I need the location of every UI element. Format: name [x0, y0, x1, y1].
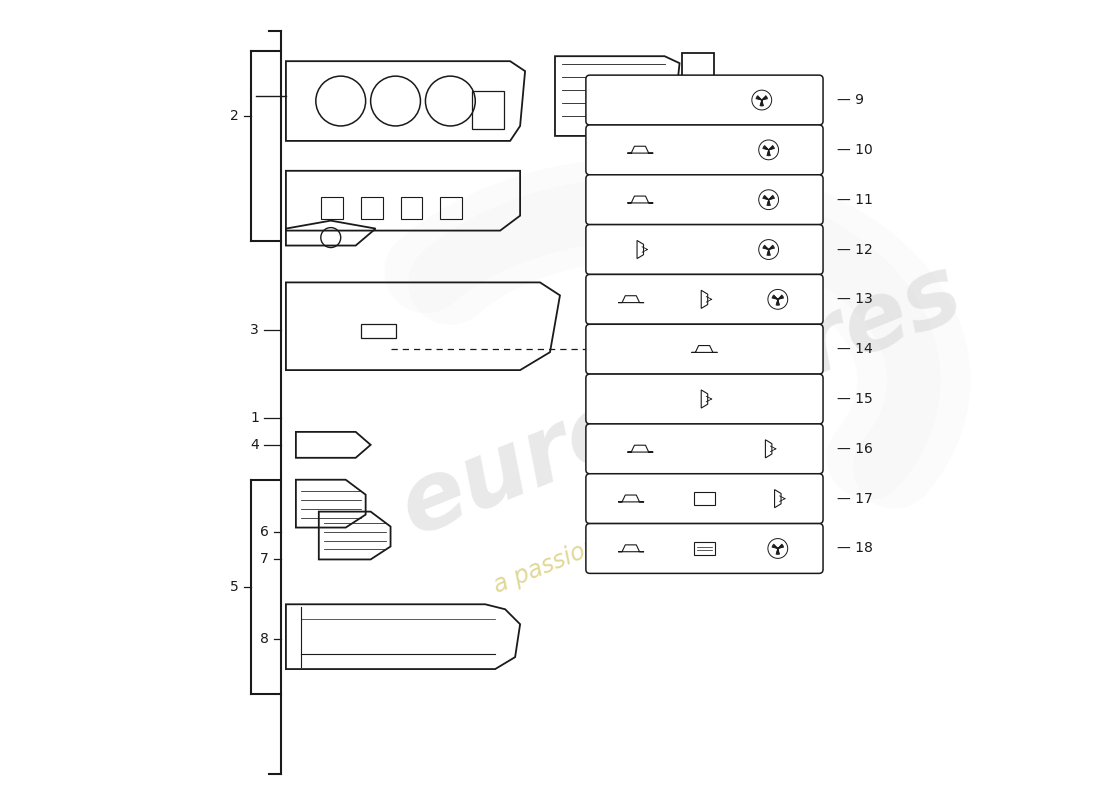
Text: — 18: — 18 — [837, 542, 873, 555]
FancyBboxPatch shape — [586, 75, 823, 125]
FancyBboxPatch shape — [586, 174, 823, 225]
FancyBboxPatch shape — [586, 374, 823, 424]
FancyBboxPatch shape — [586, 225, 823, 274]
Text: 3: 3 — [251, 323, 258, 338]
Text: — 11: — 11 — [837, 193, 873, 206]
Text: — 15: — 15 — [837, 392, 872, 406]
Text: — 13: — 13 — [837, 292, 872, 306]
Text: 4: 4 — [251, 438, 258, 452]
Text: 6: 6 — [260, 525, 270, 538]
Text: — 12: — 12 — [837, 242, 872, 257]
Bar — [361, 324, 396, 338]
FancyBboxPatch shape — [586, 324, 823, 374]
FancyBboxPatch shape — [586, 474, 823, 523]
Text: 7: 7 — [261, 553, 270, 566]
Text: — 17: — 17 — [837, 492, 872, 506]
Bar — [400, 197, 422, 218]
FancyBboxPatch shape — [586, 523, 823, 574]
Bar — [694, 542, 715, 555]
Text: — 16: — 16 — [837, 442, 873, 456]
Text: 2: 2 — [230, 109, 239, 123]
Bar — [694, 492, 715, 505]
Text: — 9: — 9 — [837, 93, 864, 107]
FancyBboxPatch shape — [586, 125, 823, 174]
FancyBboxPatch shape — [586, 424, 823, 474]
Bar — [361, 197, 383, 218]
Text: 1: 1 — [250, 411, 258, 425]
Bar — [472, 91, 504, 129]
Bar — [321, 197, 343, 218]
Text: — 14: — 14 — [837, 342, 872, 356]
Text: — 10: — 10 — [837, 143, 872, 157]
Text: 8: 8 — [260, 632, 270, 646]
Text: eurospares: eurospares — [387, 246, 976, 554]
Bar — [440, 197, 462, 218]
Text: 5: 5 — [230, 580, 239, 594]
FancyBboxPatch shape — [586, 274, 823, 324]
Text: a passion for parts since 1985: a passion for parts since 1985 — [490, 442, 829, 598]
